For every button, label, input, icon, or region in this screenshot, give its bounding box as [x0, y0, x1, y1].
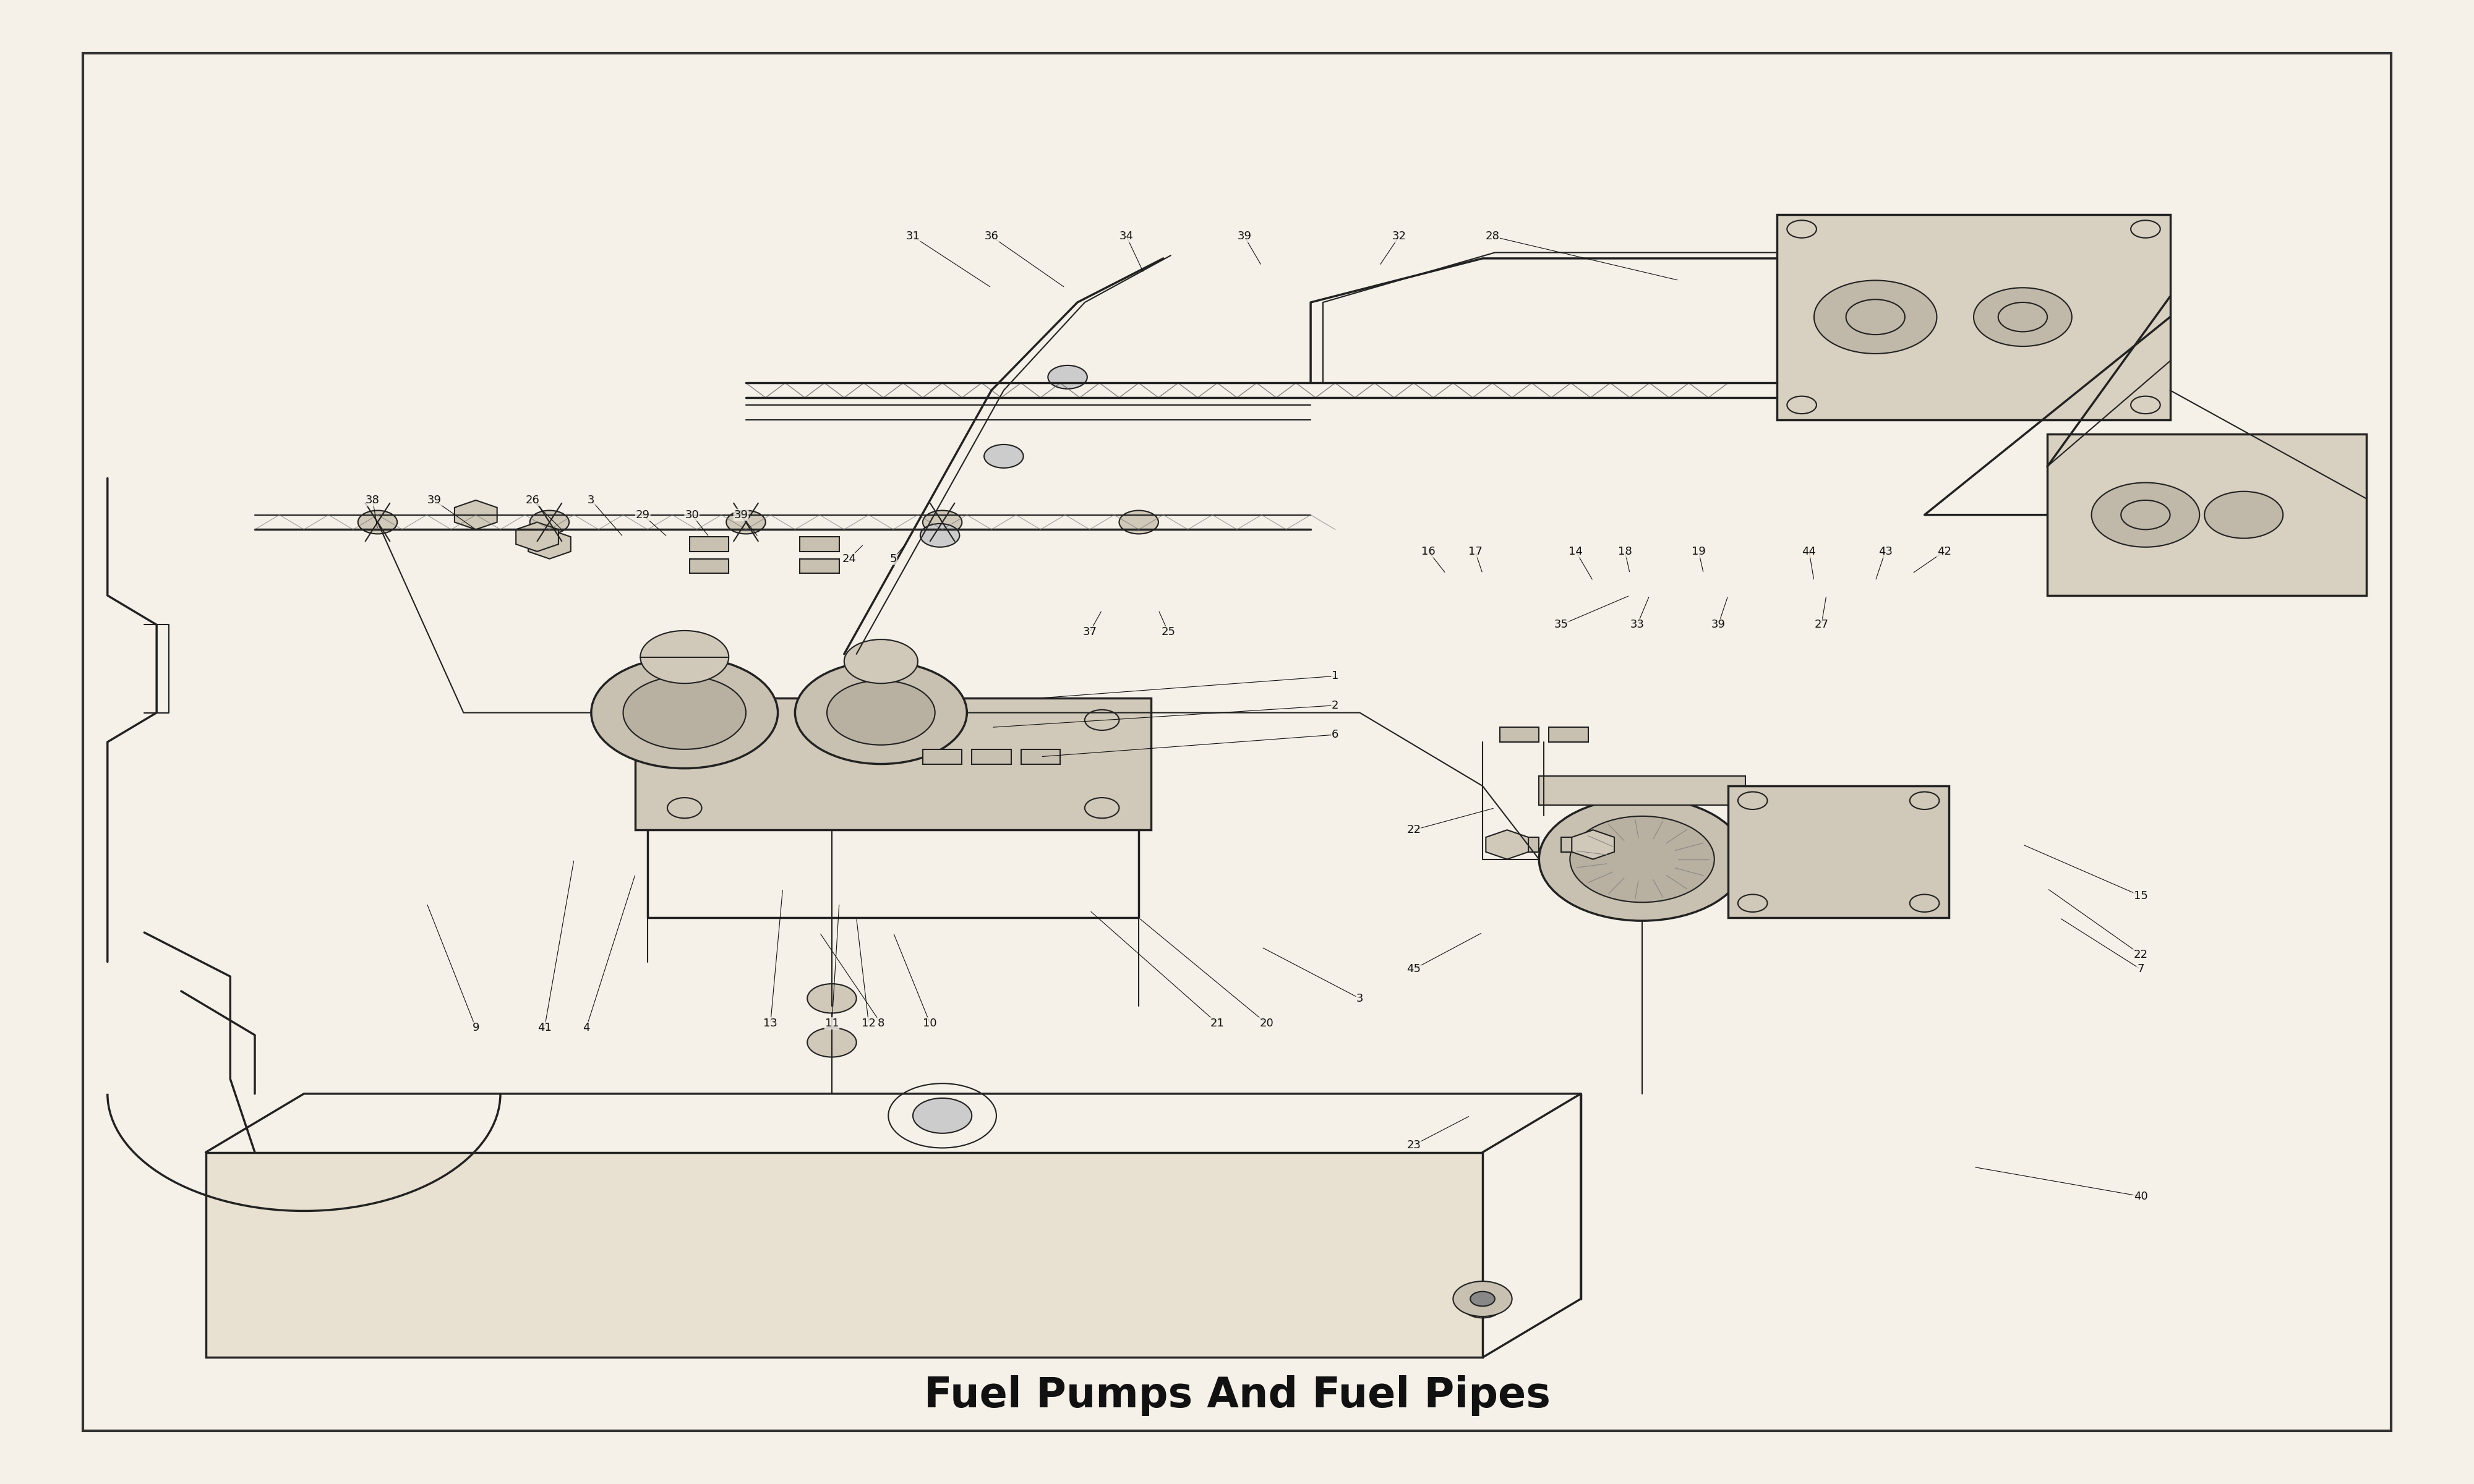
Text: 8: 8 — [878, 1018, 886, 1028]
Circle shape — [1571, 816, 1714, 902]
Circle shape — [1539, 798, 1744, 920]
Text: 4: 4 — [584, 1022, 589, 1033]
Text: 30: 30 — [685, 509, 700, 521]
Polygon shape — [1571, 830, 1616, 859]
Text: 17: 17 — [1467, 546, 1482, 556]
Text: 38: 38 — [366, 494, 379, 506]
Text: 22: 22 — [2133, 948, 2147, 960]
Polygon shape — [529, 530, 571, 559]
Text: 15: 15 — [2133, 890, 2147, 901]
Text: 28: 28 — [1484, 232, 1499, 242]
Polygon shape — [517, 522, 559, 552]
Polygon shape — [1487, 830, 1529, 859]
Text: 32: 32 — [1393, 232, 1405, 242]
Bar — [1549, 727, 1588, 742]
Text: 1: 1 — [1331, 671, 1338, 681]
Text: 45: 45 — [1408, 963, 1420, 975]
Circle shape — [359, 510, 398, 534]
Text: 18: 18 — [1618, 546, 1633, 556]
Text: 34: 34 — [1118, 232, 1133, 242]
Text: 25: 25 — [1160, 626, 1175, 638]
Circle shape — [591, 657, 777, 769]
Text: Fuel Pumps And Fuel Pipes: Fuel Pumps And Fuel Pipes — [923, 1376, 1551, 1416]
Text: 19: 19 — [1692, 546, 1705, 556]
Circle shape — [529, 510, 569, 534]
Bar — [2048, 435, 2368, 595]
Text: 13: 13 — [764, 1018, 777, 1028]
Bar — [1539, 776, 1744, 804]
Text: 20: 20 — [1259, 1018, 1274, 1028]
Text: 11: 11 — [824, 1018, 839, 1028]
Bar — [636, 697, 1150, 830]
Bar — [972, 749, 1012, 764]
Text: 39: 39 — [735, 509, 747, 521]
Text: 21: 21 — [1210, 1018, 1225, 1028]
Bar — [205, 1152, 1482, 1358]
Text: 6: 6 — [1331, 729, 1338, 741]
Circle shape — [913, 1098, 972, 1134]
Text: 23: 23 — [1408, 1140, 1420, 1150]
Circle shape — [1118, 510, 1158, 534]
Text: 43: 43 — [1878, 546, 1893, 556]
Circle shape — [2091, 482, 2199, 548]
Text: 24: 24 — [841, 554, 856, 564]
Text: 3: 3 — [1356, 993, 1363, 1005]
Text: 39: 39 — [1712, 619, 1724, 631]
Text: 41: 41 — [537, 1022, 552, 1033]
Text: 26: 26 — [524, 494, 539, 506]
Bar — [1561, 837, 1601, 852]
Text: 39: 39 — [1237, 232, 1252, 242]
Circle shape — [1049, 365, 1086, 389]
Circle shape — [1813, 280, 1937, 353]
Text: 5: 5 — [891, 554, 896, 564]
Circle shape — [985, 445, 1024, 467]
Text: 16: 16 — [1423, 546, 1435, 556]
Circle shape — [623, 677, 747, 749]
Text: 40: 40 — [2133, 1190, 2147, 1202]
Text: 29: 29 — [636, 509, 651, 521]
Bar — [1022, 749, 1061, 764]
Text: 33: 33 — [1630, 619, 1645, 631]
Circle shape — [807, 984, 856, 1014]
Bar — [923, 749, 962, 764]
Polygon shape — [455, 500, 497, 530]
Text: 39: 39 — [428, 494, 440, 506]
Bar — [1499, 837, 1539, 852]
Circle shape — [641, 631, 730, 683]
Circle shape — [826, 681, 935, 745]
Text: 10: 10 — [923, 1018, 938, 1028]
Bar — [1776, 215, 2170, 420]
Text: 9: 9 — [473, 1022, 480, 1033]
Circle shape — [1470, 1291, 1494, 1306]
Text: 7: 7 — [2138, 963, 2145, 975]
Text: 36: 36 — [985, 232, 999, 242]
Text: 42: 42 — [1937, 546, 1952, 556]
Bar — [799, 537, 839, 552]
Text: 3: 3 — [589, 494, 594, 506]
Bar — [799, 559, 839, 573]
Circle shape — [1974, 288, 2071, 346]
Circle shape — [727, 510, 764, 534]
Text: 27: 27 — [1813, 619, 1828, 631]
Text: 2: 2 — [1331, 700, 1338, 711]
Text: 31: 31 — [905, 232, 920, 242]
Circle shape — [2204, 491, 2284, 539]
Circle shape — [920, 524, 960, 548]
Circle shape — [844, 640, 918, 683]
Text: 44: 44 — [1801, 546, 1816, 556]
Text: 12: 12 — [861, 1018, 876, 1028]
Circle shape — [923, 510, 962, 534]
Circle shape — [1452, 1281, 1512, 1316]
Text: 37: 37 — [1084, 626, 1096, 638]
Text: 22: 22 — [1408, 825, 1420, 835]
Circle shape — [794, 662, 967, 764]
Bar — [1727, 787, 1950, 917]
Bar — [690, 537, 730, 552]
Bar — [1499, 727, 1539, 742]
Text: 14: 14 — [1569, 546, 1583, 556]
Circle shape — [807, 1028, 856, 1057]
Bar — [690, 559, 730, 573]
Text: 35: 35 — [1554, 619, 1569, 631]
